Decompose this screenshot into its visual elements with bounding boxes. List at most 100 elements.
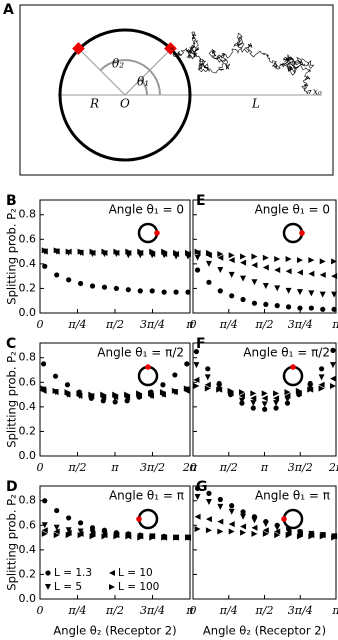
marker — [308, 290, 315, 297]
plot-frame — [39, 199, 191, 314]
marker — [149, 288, 155, 294]
x-tick-label: 0 — [190, 461, 197, 474]
marker — [125, 533, 132, 540]
marker — [42, 263, 48, 269]
legend-marker — [45, 570, 51, 576]
x-tick-label: 3π/2 — [140, 461, 165, 474]
marker — [296, 533, 303, 540]
marker — [217, 503, 224, 510]
marker — [285, 529, 292, 536]
marker — [41, 522, 48, 529]
marker — [240, 296, 246, 303]
marker — [77, 528, 84, 535]
y-tick-label: 0.8 — [19, 351, 37, 364]
marker — [285, 532, 292, 539]
chart-title: Angle θ₁ = π/2 — [243, 346, 330, 360]
y-tick-label: 0.6 — [19, 232, 37, 245]
y-tick-label: 0.2 — [19, 567, 37, 580]
marker — [295, 387, 302, 394]
marker — [161, 534, 168, 541]
marker — [65, 532, 72, 539]
y-tick-label: 0.4 — [19, 257, 37, 270]
marker — [64, 389, 71, 396]
marker — [101, 248, 108, 255]
marker — [185, 534, 192, 541]
x-axis-label: Angle θ₂ (Receptor 2) — [203, 624, 326, 638]
marker — [137, 534, 144, 541]
l-label: L — [251, 97, 260, 111]
x-tick-label: π/2 — [255, 318, 274, 331]
marker — [205, 260, 212, 267]
marker — [88, 391, 95, 398]
legend-marker — [45, 584, 51, 590]
marker — [295, 390, 302, 397]
marker — [274, 524, 281, 531]
marker — [240, 259, 247, 266]
x-tick-label: 0 — [37, 604, 44, 617]
marker — [318, 381, 325, 388]
panel-label: D — [6, 479, 18, 495]
marker — [161, 289, 167, 295]
marker — [101, 533, 108, 540]
marker — [217, 254, 224, 261]
marker — [331, 291, 338, 298]
marker — [100, 391, 107, 398]
marker — [112, 394, 119, 401]
marker — [194, 254, 201, 261]
marker — [238, 397, 245, 404]
marker — [53, 524, 60, 531]
y-axis-label: Splitting prob. P₂ — [5, 208, 19, 304]
legend-label: L = 1.3 — [54, 567, 92, 579]
marker — [65, 527, 72, 534]
x-tick-label: π/2 — [105, 318, 124, 331]
marker — [308, 257, 315, 264]
marker — [251, 530, 258, 537]
marker — [329, 375, 336, 382]
marker — [171, 387, 178, 394]
inset-receptor — [145, 364, 151, 370]
marker — [285, 255, 292, 262]
marker — [172, 372, 178, 378]
diagram-frame — [19, 4, 334, 176]
marker — [318, 366, 325, 372]
marker — [250, 395, 257, 402]
marker — [101, 284, 108, 290]
marker — [148, 390, 155, 397]
marker — [161, 251, 168, 258]
x-tick-label: π/2 — [255, 604, 274, 617]
plot-frame — [192, 485, 337, 600]
marker — [284, 400, 291, 406]
y-tick-label: 0.8 — [19, 494, 37, 507]
marker — [113, 533, 120, 540]
x-tick-label: 0 — [190, 604, 197, 617]
x-tick-label: π/4 — [68, 318, 87, 331]
legend-label: L = 5 — [54, 581, 82, 593]
marker — [185, 249, 192, 256]
marker — [331, 273, 338, 280]
theta1-label: θ₁ — [137, 75, 149, 89]
marker — [205, 527, 212, 534]
panel-label: F — [196, 336, 206, 352]
chart-title: Angle θ₁ = π — [109, 489, 184, 503]
marker — [228, 528, 235, 535]
x-axis-label: Angle θ₂ (Receptor 2) — [53, 624, 176, 638]
marker — [285, 268, 292, 275]
marker — [319, 533, 326, 540]
marker — [54, 507, 60, 514]
marker — [284, 392, 291, 399]
marker — [136, 390, 143, 397]
marker — [100, 394, 107, 401]
legend-marker — [109, 584, 115, 590]
marker — [185, 289, 191, 295]
marker — [263, 301, 269, 308]
x-tick-label: π — [110, 461, 119, 474]
marker — [52, 373, 59, 379]
marker — [308, 270, 315, 277]
marker — [205, 249, 212, 256]
receptor — [164, 42, 177, 55]
marker — [262, 521, 269, 528]
marker — [136, 392, 143, 399]
marker — [262, 406, 268, 412]
